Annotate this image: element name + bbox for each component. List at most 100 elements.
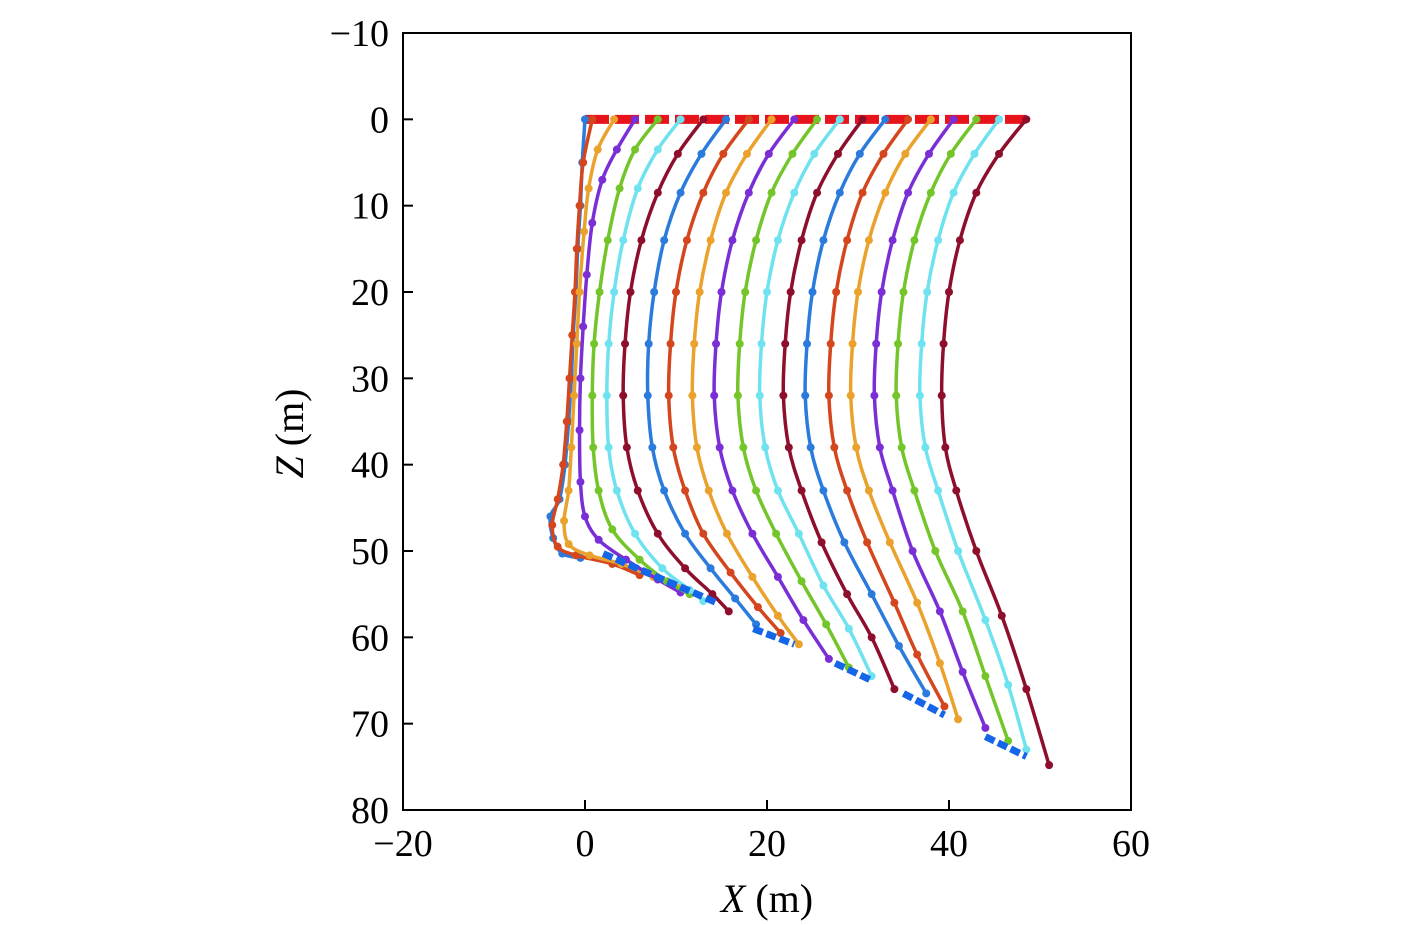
y-tick-label: 0 bbox=[370, 99, 389, 141]
data-point bbox=[648, 443, 657, 452]
data-point bbox=[752, 620, 761, 629]
data-point bbox=[572, 339, 581, 348]
data-point bbox=[653, 145, 662, 154]
data-point bbox=[604, 339, 613, 348]
data-point bbox=[644, 339, 653, 348]
data-point bbox=[910, 236, 919, 245]
y-tick-label: 30 bbox=[351, 358, 389, 400]
data-point bbox=[819, 581, 828, 590]
data-point bbox=[764, 149, 773, 158]
data-point bbox=[949, 115, 958, 124]
anchor-segment bbox=[752, 625, 796, 648]
y-axis-label: Z (m) bbox=[267, 388, 312, 478]
y-tick-label: 70 bbox=[351, 704, 389, 746]
y-tick-label: 60 bbox=[351, 617, 389, 659]
data-point bbox=[954, 715, 963, 724]
data-point bbox=[937, 391, 946, 400]
data-point bbox=[610, 115, 619, 124]
data-point bbox=[810, 149, 819, 158]
data-point bbox=[926, 188, 935, 197]
x-tick-label: 0 bbox=[576, 823, 595, 865]
axis-labels: X (m) Z (m) bbox=[267, 388, 813, 921]
data-point bbox=[917, 339, 926, 348]
data-point bbox=[958, 607, 967, 616]
data-point bbox=[801, 391, 810, 400]
data-point bbox=[579, 322, 588, 331]
data-point bbox=[819, 236, 828, 245]
data-point bbox=[779, 391, 788, 400]
data-point bbox=[755, 391, 764, 400]
data-point bbox=[699, 115, 708, 124]
data-point bbox=[875, 443, 884, 452]
data-point bbox=[631, 529, 640, 538]
data-point bbox=[832, 288, 841, 296]
data-point bbox=[744, 188, 753, 197]
data-point bbox=[699, 529, 708, 538]
data-point bbox=[589, 443, 598, 452]
data-point bbox=[767, 188, 776, 197]
data-point bbox=[858, 188, 867, 197]
data-point bbox=[653, 529, 662, 538]
data-point bbox=[843, 486, 852, 495]
data-point bbox=[604, 443, 613, 452]
data-point bbox=[913, 650, 922, 659]
data-point bbox=[1022, 685, 1031, 694]
data-point bbox=[955, 236, 964, 245]
data-point bbox=[653, 188, 662, 197]
data-point bbox=[773, 611, 782, 620]
data-point bbox=[581, 512, 589, 521]
data-point bbox=[931, 547, 940, 555]
data-point bbox=[571, 551, 580, 560]
data-point bbox=[781, 339, 790, 348]
data-point bbox=[660, 236, 669, 245]
data-point bbox=[797, 486, 806, 495]
data-point bbox=[699, 597, 708, 606]
data-point bbox=[1022, 745, 1031, 754]
data-point bbox=[897, 443, 906, 452]
data-point bbox=[748, 572, 757, 581]
data-point bbox=[806, 443, 815, 452]
data-point bbox=[575, 288, 584, 296]
y-tick-label: 80 bbox=[351, 790, 389, 832]
data-point bbox=[939, 339, 948, 348]
data-point bbox=[681, 529, 690, 538]
data-point bbox=[719, 149, 728, 158]
data-point bbox=[941, 443, 950, 452]
data-point bbox=[739, 443, 748, 452]
data-point bbox=[658, 564, 667, 573]
data-point bbox=[633, 184, 642, 193]
data-point bbox=[559, 460, 568, 469]
data-point bbox=[772, 529, 781, 538]
y-tick-label: −10 bbox=[330, 13, 389, 55]
data-point bbox=[581, 115, 589, 124]
data-point bbox=[699, 188, 708, 197]
data-point bbox=[643, 391, 652, 400]
data-point bbox=[676, 115, 685, 124]
data-point bbox=[669, 443, 678, 452]
data-point bbox=[593, 145, 602, 154]
data-point bbox=[935, 659, 944, 668]
data-point bbox=[972, 547, 981, 555]
data-point bbox=[595, 288, 604, 296]
data-point bbox=[908, 547, 917, 555]
data-point bbox=[981, 616, 990, 625]
data-point bbox=[621, 339, 630, 348]
data-point bbox=[854, 288, 862, 296]
data-point bbox=[784, 443, 793, 452]
data-point bbox=[710, 391, 719, 400]
data-point bbox=[752, 486, 761, 495]
data-point bbox=[744, 115, 753, 124]
x-tick-label: 60 bbox=[1112, 823, 1150, 865]
data-point bbox=[864, 236, 873, 245]
data-point bbox=[626, 288, 635, 296]
data-point bbox=[695, 288, 704, 296]
data-point bbox=[690, 339, 699, 348]
data-point bbox=[712, 339, 721, 348]
data-point bbox=[676, 188, 685, 197]
data-point bbox=[582, 270, 591, 279]
anchor-segment bbox=[601, 550, 719, 607]
data-point bbox=[934, 486, 943, 495]
data-point bbox=[870, 391, 879, 400]
data-point bbox=[881, 188, 890, 197]
data-point bbox=[852, 443, 861, 452]
